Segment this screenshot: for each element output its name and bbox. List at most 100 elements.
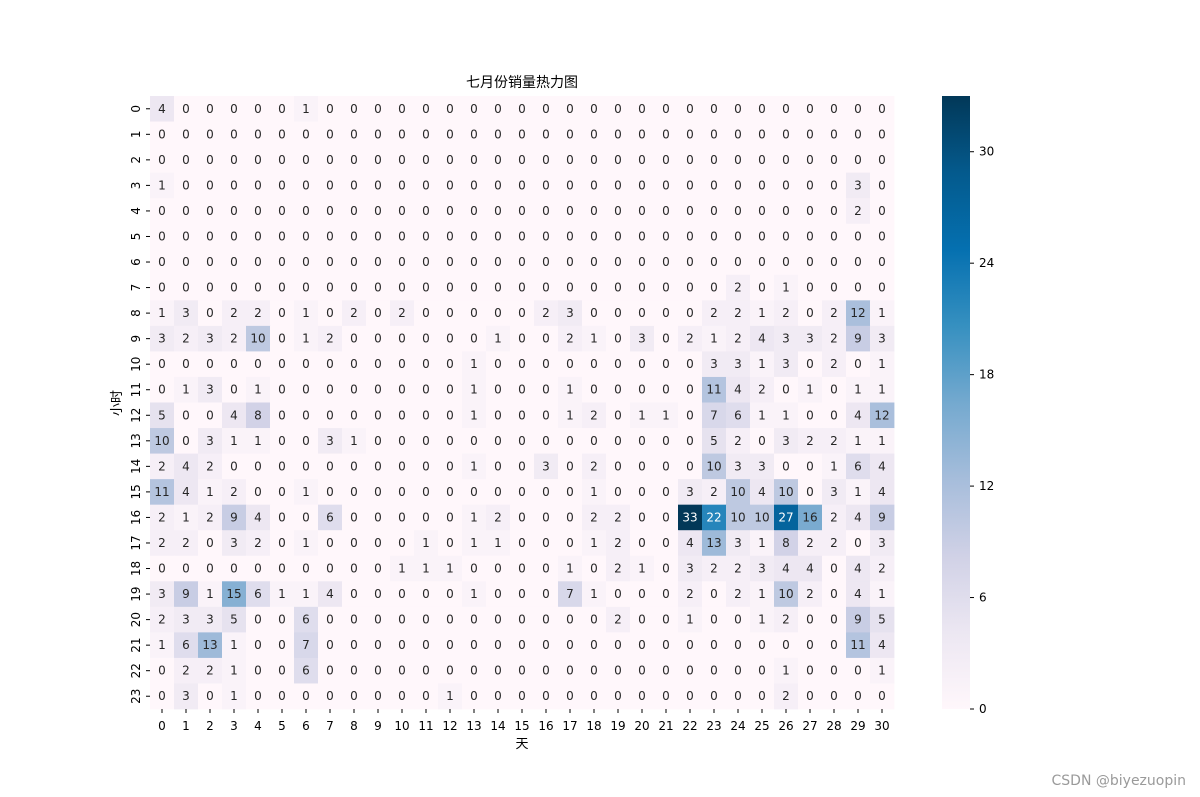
cell-value-label: 0 bbox=[470, 434, 478, 448]
heatmap-cell bbox=[630, 606, 655, 633]
heatmap-cell bbox=[414, 376, 439, 403]
cell-value-label: 0 bbox=[614, 408, 622, 422]
cell-value-label: 0 bbox=[758, 102, 766, 116]
heatmap-cell bbox=[822, 581, 847, 608]
cell-value-label: 0 bbox=[662, 204, 670, 218]
heatmap-cell bbox=[342, 530, 367, 557]
cell-value-label: 0 bbox=[206, 153, 214, 167]
heatmap-cell bbox=[462, 300, 487, 327]
cell-value-label: 0 bbox=[350, 153, 358, 167]
x-tick-label: 19 bbox=[610, 719, 625, 733]
heatmap-cell bbox=[678, 453, 703, 480]
cell-value-label: 0 bbox=[398, 102, 406, 116]
heatmap-cell bbox=[438, 453, 463, 480]
cell-value-label: 3 bbox=[878, 332, 886, 346]
heatmap-cell bbox=[654, 632, 679, 659]
heatmap-cell bbox=[150, 453, 175, 480]
heatmap-cell bbox=[222, 325, 247, 352]
cell-value-label: 0 bbox=[518, 357, 526, 371]
cell-value-label: 0 bbox=[278, 689, 286, 703]
heatmap-cell bbox=[438, 657, 463, 684]
heatmap-cell bbox=[822, 479, 847, 506]
cell-value-label: 0 bbox=[158, 229, 166, 243]
cell-value-label: 0 bbox=[374, 613, 382, 627]
cell-value-label: 3 bbox=[566, 306, 574, 320]
cell-value-label: 0 bbox=[398, 434, 406, 448]
cell-value-label: 0 bbox=[806, 638, 814, 652]
cell-value-label: 0 bbox=[446, 127, 454, 141]
heatmap-cell bbox=[222, 96, 247, 122]
cell-value-label: 1 bbox=[854, 383, 862, 397]
cell-value-label: 0 bbox=[878, 102, 886, 116]
heatmap-cell bbox=[390, 606, 415, 633]
heatmap-cell bbox=[534, 351, 559, 378]
cell-value-label: 4 bbox=[686, 536, 694, 550]
cell-value-label: 0 bbox=[278, 383, 286, 397]
cell-value-label: 0 bbox=[518, 332, 526, 346]
cell-value-label: 0 bbox=[398, 332, 406, 346]
cell-value-label: 2 bbox=[830, 357, 838, 371]
heatmap-cell bbox=[750, 504, 775, 531]
cell-value-label: 0 bbox=[494, 664, 502, 678]
heatmap-cell bbox=[726, 402, 751, 429]
cell-value-label: 0 bbox=[254, 689, 262, 703]
cell-value-label: 1 bbox=[758, 613, 766, 627]
heatmap-cell bbox=[222, 249, 247, 276]
heatmap-cell bbox=[390, 555, 415, 582]
cell-value-label: 0 bbox=[566, 613, 574, 627]
heatmap-cell bbox=[846, 606, 871, 633]
cell-value-label: 0 bbox=[254, 102, 262, 116]
cell-value-label: 0 bbox=[158, 562, 166, 576]
cell-value-label: 6 bbox=[854, 459, 862, 473]
heatmap-cell bbox=[678, 479, 703, 506]
heatmap-cell bbox=[270, 223, 295, 250]
cell-value-label: 0 bbox=[782, 153, 790, 167]
cell-value-label: 0 bbox=[806, 281, 814, 295]
cell-value-label: 0 bbox=[662, 510, 670, 524]
cell-value-label: 0 bbox=[254, 255, 262, 269]
cell-value-label: 0 bbox=[374, 153, 382, 167]
cell-value-label: 3 bbox=[206, 383, 214, 397]
heatmap-cell bbox=[318, 351, 343, 378]
heatmap-cell bbox=[318, 657, 343, 684]
heatmap-cell bbox=[222, 606, 247, 633]
heatmap-cell bbox=[198, 147, 223, 174]
cell-value-label: 2 bbox=[686, 587, 694, 601]
cell-value-label: 3 bbox=[710, 357, 718, 371]
cell-value-label: 1 bbox=[278, 587, 286, 601]
heatmap-cell bbox=[270, 147, 295, 174]
cell-value-label: 0 bbox=[806, 102, 814, 116]
heatmap-cell bbox=[846, 351, 871, 378]
cell-value-label: 2 bbox=[686, 332, 694, 346]
heatmap-cell bbox=[606, 274, 631, 301]
heatmap-cell bbox=[318, 504, 343, 531]
heatmap-cell bbox=[366, 530, 391, 557]
cell-value-label: 0 bbox=[542, 127, 550, 141]
cell-value-label: 0 bbox=[686, 434, 694, 448]
heatmap-cell bbox=[774, 274, 799, 301]
cell-value-label: 0 bbox=[518, 255, 526, 269]
heatmap-cell bbox=[726, 530, 751, 557]
cell-value-label: 13 bbox=[706, 536, 721, 550]
cell-value-label: 0 bbox=[542, 613, 550, 627]
heatmap-cell bbox=[462, 402, 487, 429]
cell-value-label: 4 bbox=[782, 562, 790, 576]
cell-value-label: 0 bbox=[782, 638, 790, 652]
heatmap-cell bbox=[198, 172, 223, 199]
cell-value-label: 0 bbox=[686, 178, 694, 192]
cell-value-label: 0 bbox=[422, 613, 430, 627]
cell-value-label: 0 bbox=[230, 383, 238, 397]
cell-value-label: 1 bbox=[878, 434, 886, 448]
cell-value-label: 2 bbox=[398, 306, 406, 320]
heatmap-cell bbox=[558, 530, 583, 557]
heatmap-cell bbox=[270, 96, 295, 122]
heatmap-cell bbox=[558, 325, 583, 352]
cell-value-label: 0 bbox=[206, 408, 214, 422]
heatmap-cell bbox=[678, 223, 703, 250]
cell-value-label: 1 bbox=[230, 689, 238, 703]
cell-value-label: 15 bbox=[226, 587, 241, 601]
heatmap-cell bbox=[270, 198, 295, 225]
cell-value-label: 0 bbox=[542, 408, 550, 422]
cell-value-label: 0 bbox=[254, 153, 262, 167]
